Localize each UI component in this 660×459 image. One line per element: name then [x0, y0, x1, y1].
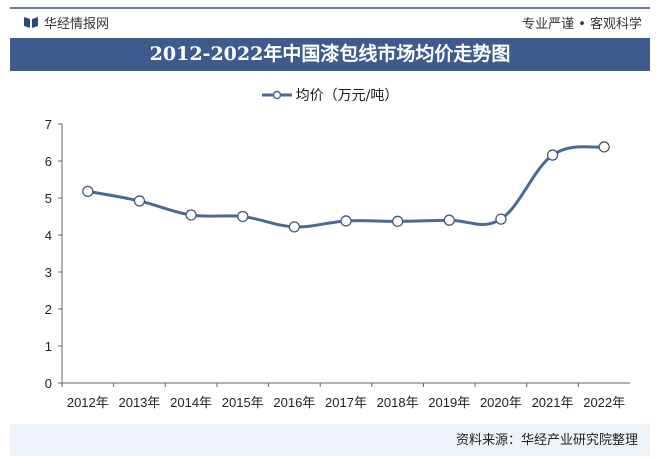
x-tick-label: 2022年: [583, 395, 625, 410]
x-tick-label: 2019年: [428, 395, 470, 410]
data-point: [185, 209, 197, 221]
brand-logo-icon: [24, 17, 38, 28]
data-point: [237, 210, 249, 223]
x-tick-label: 2018年: [377, 395, 419, 410]
legend-label: 均价（万元/吨）: [295, 88, 399, 104]
x-tick-label: 2021年: [532, 395, 574, 410]
x-tick-label: 2016年: [273, 395, 315, 410]
chart-title: 2012-2022年中国漆包线市场均价走势图: [10, 38, 650, 71]
data-point: [391, 215, 404, 227]
data-point: [546, 149, 559, 161]
y-tick-label: 6: [45, 154, 52, 169]
data-point: [82, 185, 94, 197]
x-tick-label: 2014年: [170, 395, 212, 410]
legend: 均价（万元/吨）: [0, 85, 660, 105]
brand-name: 华经情报网: [44, 17, 110, 32]
x-tick-label: 2020年: [480, 395, 522, 410]
data-point: [340, 215, 352, 227]
source-note: 资料来源：华经产业研究院整理: [455, 433, 638, 448]
data-point: [443, 214, 455, 226]
y-tick-label: 4: [45, 228, 52, 243]
y-tick-label: 1: [45, 339, 52, 354]
legend-line-marker-icon: [261, 90, 292, 100]
footer-band: [10, 424, 650, 456]
y-tick-label: 3: [45, 265, 52, 280]
y-tick-label: 0: [45, 376, 52, 391]
data-point: [495, 213, 507, 225]
top-divider: [10, 7, 650, 9]
series-line: [87, 145, 605, 229]
x-tick-label: 2017年: [325, 395, 367, 410]
x-tick-label: 2013年: [118, 395, 160, 410]
data-point: [598, 141, 610, 153]
y-tick-label: 5: [45, 191, 52, 206]
brand: 华经情报网: [24, 13, 109, 32]
y-tick-label: 7: [45, 117, 52, 132]
x-tick-label: 2015年: [222, 395, 264, 410]
data-point: [288, 221, 301, 233]
x-tick-label: 2012年: [67, 395, 109, 410]
slogan: 专业严谨 • 客观科学: [522, 17, 642, 32]
data-point: [133, 195, 146, 207]
y-tick-label: 2: [45, 302, 52, 317]
